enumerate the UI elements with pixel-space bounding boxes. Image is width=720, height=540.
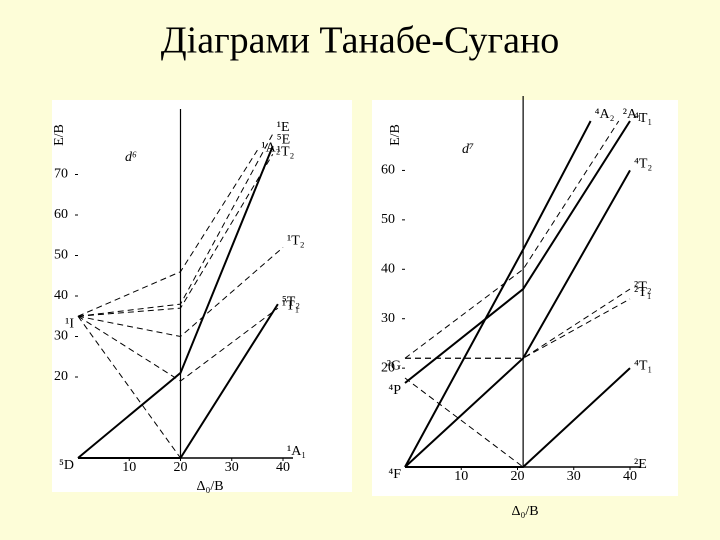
series-line (404, 120, 620, 359)
x-axis-title: Δ₀/B (511, 504, 538, 519)
term-label: ¹I (65, 316, 74, 331)
y-tick-label: 30 (54, 329, 68, 344)
x-tick-label: 40 (276, 460, 290, 475)
y-tick-label: 50 (54, 248, 68, 263)
y-tick-label: 40 (54, 288, 68, 303)
x-tick-label: 40 (623, 469, 637, 484)
series-line (77, 307, 279, 382)
right-panel (372, 100, 678, 496)
annotation: d⁷ (462, 142, 474, 157)
term-label: ⁵D (59, 458, 74, 473)
term-label: ²G (387, 358, 401, 373)
x-tick-label: 30 (567, 469, 581, 484)
y-tick-label: 20 (54, 369, 68, 384)
series-label: ¹E (277, 120, 290, 135)
series-line (404, 169, 631, 468)
series-label: ¹A₂ (261, 140, 280, 155)
y-tick-label: 40 (381, 262, 395, 277)
series-line (404, 120, 631, 384)
term-label: ⁴F (388, 467, 401, 482)
y-tick-label: 70 (54, 167, 68, 182)
x-tick-label: 30 (225, 460, 239, 475)
slide-title: Діаграми Танабе-Сугано (161, 20, 560, 62)
series-label: ¹A₁ (287, 444, 306, 459)
series-line (404, 120, 592, 468)
series-line (77, 153, 274, 317)
series-line (77, 133, 274, 317)
y-tick-label: 30 (381, 311, 395, 326)
series-line (77, 145, 274, 459)
series-label: ⁵T₂ (282, 294, 300, 309)
series-label: ⁴A₂ (595, 107, 615, 122)
y-axis-title: E/B (388, 124, 403, 146)
left-panel (52, 100, 352, 492)
x-axis-title: Δ₀/B (196, 479, 223, 494)
series-label: ⁴T₂ (634, 157, 652, 172)
series-label: ²E (634, 457, 647, 472)
series-line (405, 367, 631, 468)
series-label: ²T₁ (634, 285, 652, 300)
series-line (77, 247, 284, 338)
series-label: ⁴T₁ (634, 358, 652, 373)
series-label: ²A₁ (623, 107, 642, 122)
series-label: ¹T₂ (287, 234, 305, 249)
annotation: d⁶ (125, 150, 137, 165)
y-tick-label: 60 (54, 207, 68, 222)
y-axis-title: E/B (52, 124, 67, 146)
series-line (77, 149, 258, 317)
x-tick-label: 10 (454, 469, 468, 484)
y-tick-label: 60 (381, 163, 395, 178)
x-tick-label: 20 (511, 469, 525, 484)
series-label: ¹T₁ (282, 298, 300, 313)
series-line (77, 315, 283, 459)
series-label: ¹T₂ (277, 144, 295, 159)
x-tick-label: 20 (174, 460, 188, 475)
y-tick-label: 50 (381, 212, 395, 227)
x-tick-label: 10 (122, 460, 136, 475)
series-label: ⁴T₁ (634, 111, 652, 126)
series-label: ⁵E (277, 132, 290, 147)
term-label: ⁴P (388, 383, 401, 398)
y-tick-label: 20 (381, 360, 395, 375)
series-label: ²T₂ (634, 279, 652, 294)
series-line (405, 288, 631, 359)
